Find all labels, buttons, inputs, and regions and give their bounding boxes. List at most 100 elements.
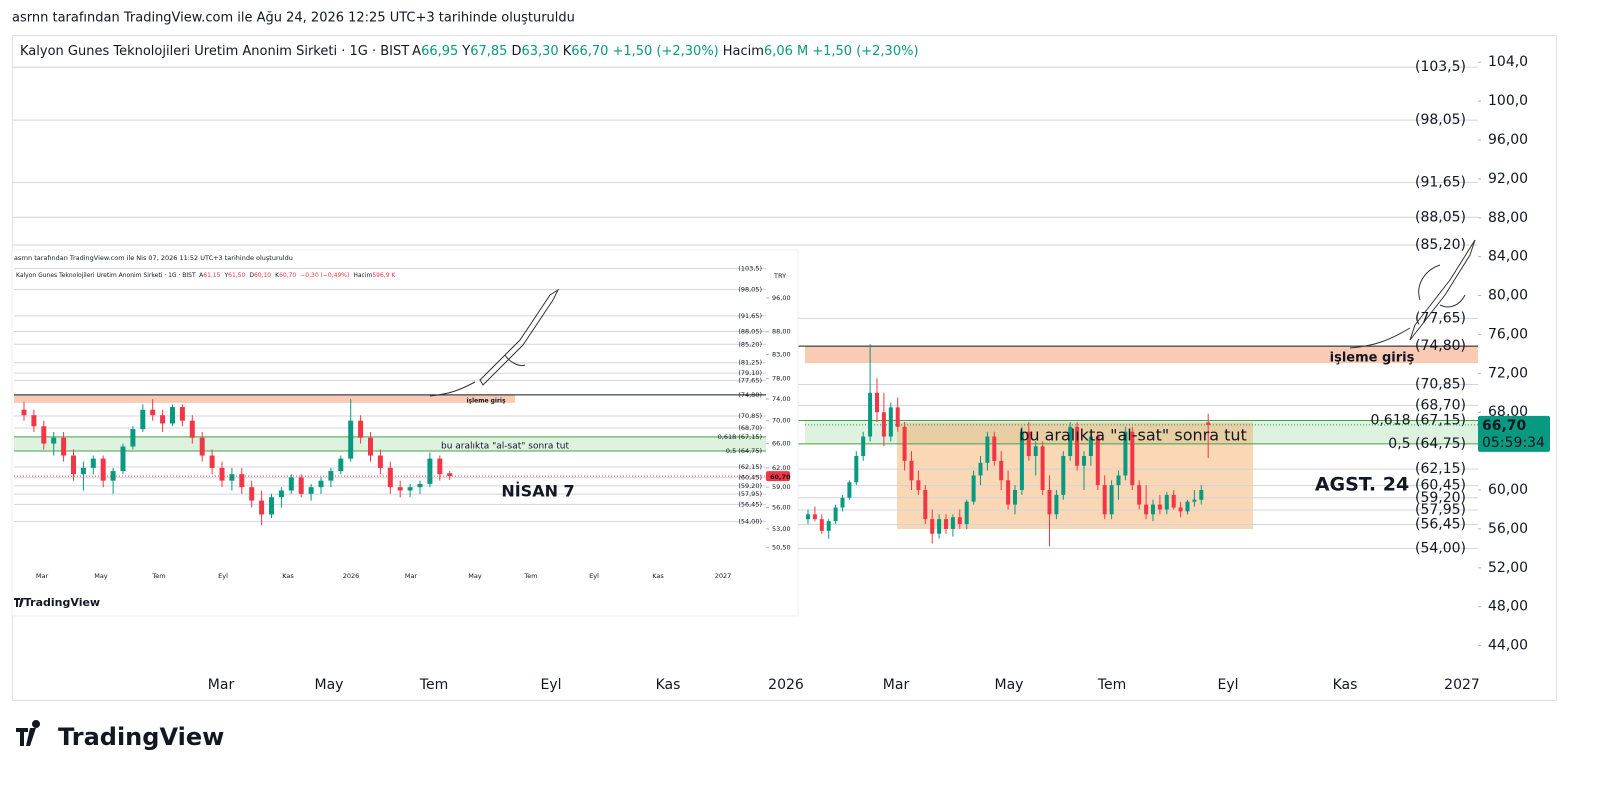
level-label: (59,20) <box>1415 490 1466 506</box>
candle-body <box>179 407 185 421</box>
candle-body <box>909 460 914 481</box>
ohlc-value: 63,30 <box>521 44 558 59</box>
x-tick-label: May <box>94 572 108 580</box>
y-tick-label: 96,00 <box>1488 132 1528 148</box>
level-label: (57,95) <box>738 490 762 498</box>
ohlc-value: 66,95 <box>421 44 458 59</box>
x-tick-label: Kas <box>282 572 294 580</box>
level-label: (77,65) <box>738 376 762 384</box>
entry-zone <box>805 346 1478 364</box>
level-label: (98,05) <box>738 286 762 294</box>
candle-body <box>140 409 146 430</box>
ohlc-label: A <box>412 44 421 59</box>
level-label: (62,15) <box>738 463 762 471</box>
x-tick-label: Kas <box>652 572 664 580</box>
candle-body <box>447 473 453 477</box>
level-label: (74,80) <box>1415 338 1466 354</box>
volume-label: Hacim <box>723 44 764 59</box>
candle-body <box>1206 422 1211 425</box>
volume-change: +1,50 (+2,30%) <box>812 44 918 59</box>
candle-body <box>1157 504 1162 510</box>
candle-body <box>150 409 156 416</box>
legend: Kalyon Gunes Teknolojileri Uretim Anonim… <box>16 272 396 279</box>
candle-body <box>978 462 983 476</box>
candle-body <box>1116 475 1121 486</box>
y-tick-label: 59,00 <box>772 483 791 491</box>
candle-body <box>1171 494 1176 508</box>
rocket-sketch <box>1349 239 1476 349</box>
candle-body <box>916 480 921 491</box>
level-label: (85,20) <box>738 340 762 348</box>
ohlc-label: Y <box>461 44 470 59</box>
candle-body <box>427 458 433 484</box>
y-tick-label: 88,00 <box>772 328 791 336</box>
level-label: (103,5) <box>1415 59 1466 75</box>
level-label: (98,05) <box>1415 112 1466 128</box>
level-label: (91,65) <box>1415 174 1466 190</box>
candle-body <box>259 500 265 515</box>
level-label: (85,20) <box>1415 237 1466 253</box>
candle-body <box>1026 431 1031 456</box>
x-tick-label: Mar <box>405 572 418 580</box>
entry-zone <box>14 394 515 403</box>
candle-body <box>999 460 1004 481</box>
candle-body <box>80 467 86 475</box>
candle-body <box>1019 431 1024 491</box>
candle-body <box>1123 431 1128 476</box>
candle-body <box>1006 480 1011 505</box>
candle-body <box>41 426 47 444</box>
candle-body <box>868 392 873 437</box>
level-label: (91,65) <box>738 312 762 320</box>
candle-body <box>854 455 859 483</box>
level-label: (88,05) <box>1415 209 1466 225</box>
date-annotation: NİSAN 7 <box>501 482 574 501</box>
level-label: (56,45) <box>738 500 762 508</box>
x-tick-label: 2027 <box>1444 677 1480 693</box>
candle-body <box>31 415 37 427</box>
candle-body <box>1033 446 1038 456</box>
x-tick-label: Tem <box>523 572 537 580</box>
y-tick-label: 96,00 <box>772 294 791 302</box>
candle-body <box>833 507 838 522</box>
candle-body <box>1102 485 1107 515</box>
y-tick-label: 76,00 <box>1488 326 1528 342</box>
x-tick-label: 2027 <box>715 572 732 580</box>
candle-body <box>812 514 817 520</box>
candle-body <box>269 497 274 515</box>
y-tick-label: 62,00 <box>772 464 791 472</box>
y-tick-label: 78,00 <box>772 375 791 383</box>
y-tick-label: 83,00 <box>772 350 791 358</box>
date-annotation: AGST. 24 <box>1315 474 1409 496</box>
candle-body <box>170 407 175 424</box>
x-tick-label: 2026 <box>768 677 804 693</box>
range-annotation: bu aralıkta "al-sat" sonra tut <box>1019 426 1247 445</box>
main-chart: (103,5) (98,05) (91,65) (88,05) (85,20) (77,6… <box>12 44 1550 693</box>
candle-body <box>417 483 423 488</box>
y-tick-label: 100,0 <box>1488 93 1528 109</box>
candle-body <box>377 455 383 468</box>
logo-text: TradingView <box>58 723 224 751</box>
candle-body <box>407 487 413 491</box>
level-label: (68,70) <box>738 424 762 432</box>
candle-body <box>1061 455 1066 495</box>
symbol: Kalyon Gunes Teknolojileri Uretim Anonim… <box>20 44 409 59</box>
candle-body <box>806 514 810 520</box>
candle-body <box>368 437 373 456</box>
inset-currency: TRY <box>773 272 786 280</box>
candle-body <box>1082 455 1086 466</box>
x-tick-label: Eyl <box>589 572 599 580</box>
candle-body <box>298 477 304 494</box>
inset-header: asrnn tarafından TradingView.com ile Nis… <box>14 254 293 262</box>
candle-body <box>100 458 106 481</box>
level-label: (70,85) <box>738 412 762 420</box>
candle-body <box>189 420 195 438</box>
candle-body <box>1137 485 1142 505</box>
candle-body <box>288 477 294 491</box>
ohlc-label: D <box>249 272 254 279</box>
level-label: (79,10) <box>738 369 762 377</box>
candle-body <box>944 519 948 529</box>
candle-body <box>1047 490 1052 515</box>
ohlc-value: 61,50 <box>228 272 245 279</box>
y-tick-label: 104,0 <box>1488 54 1528 70</box>
